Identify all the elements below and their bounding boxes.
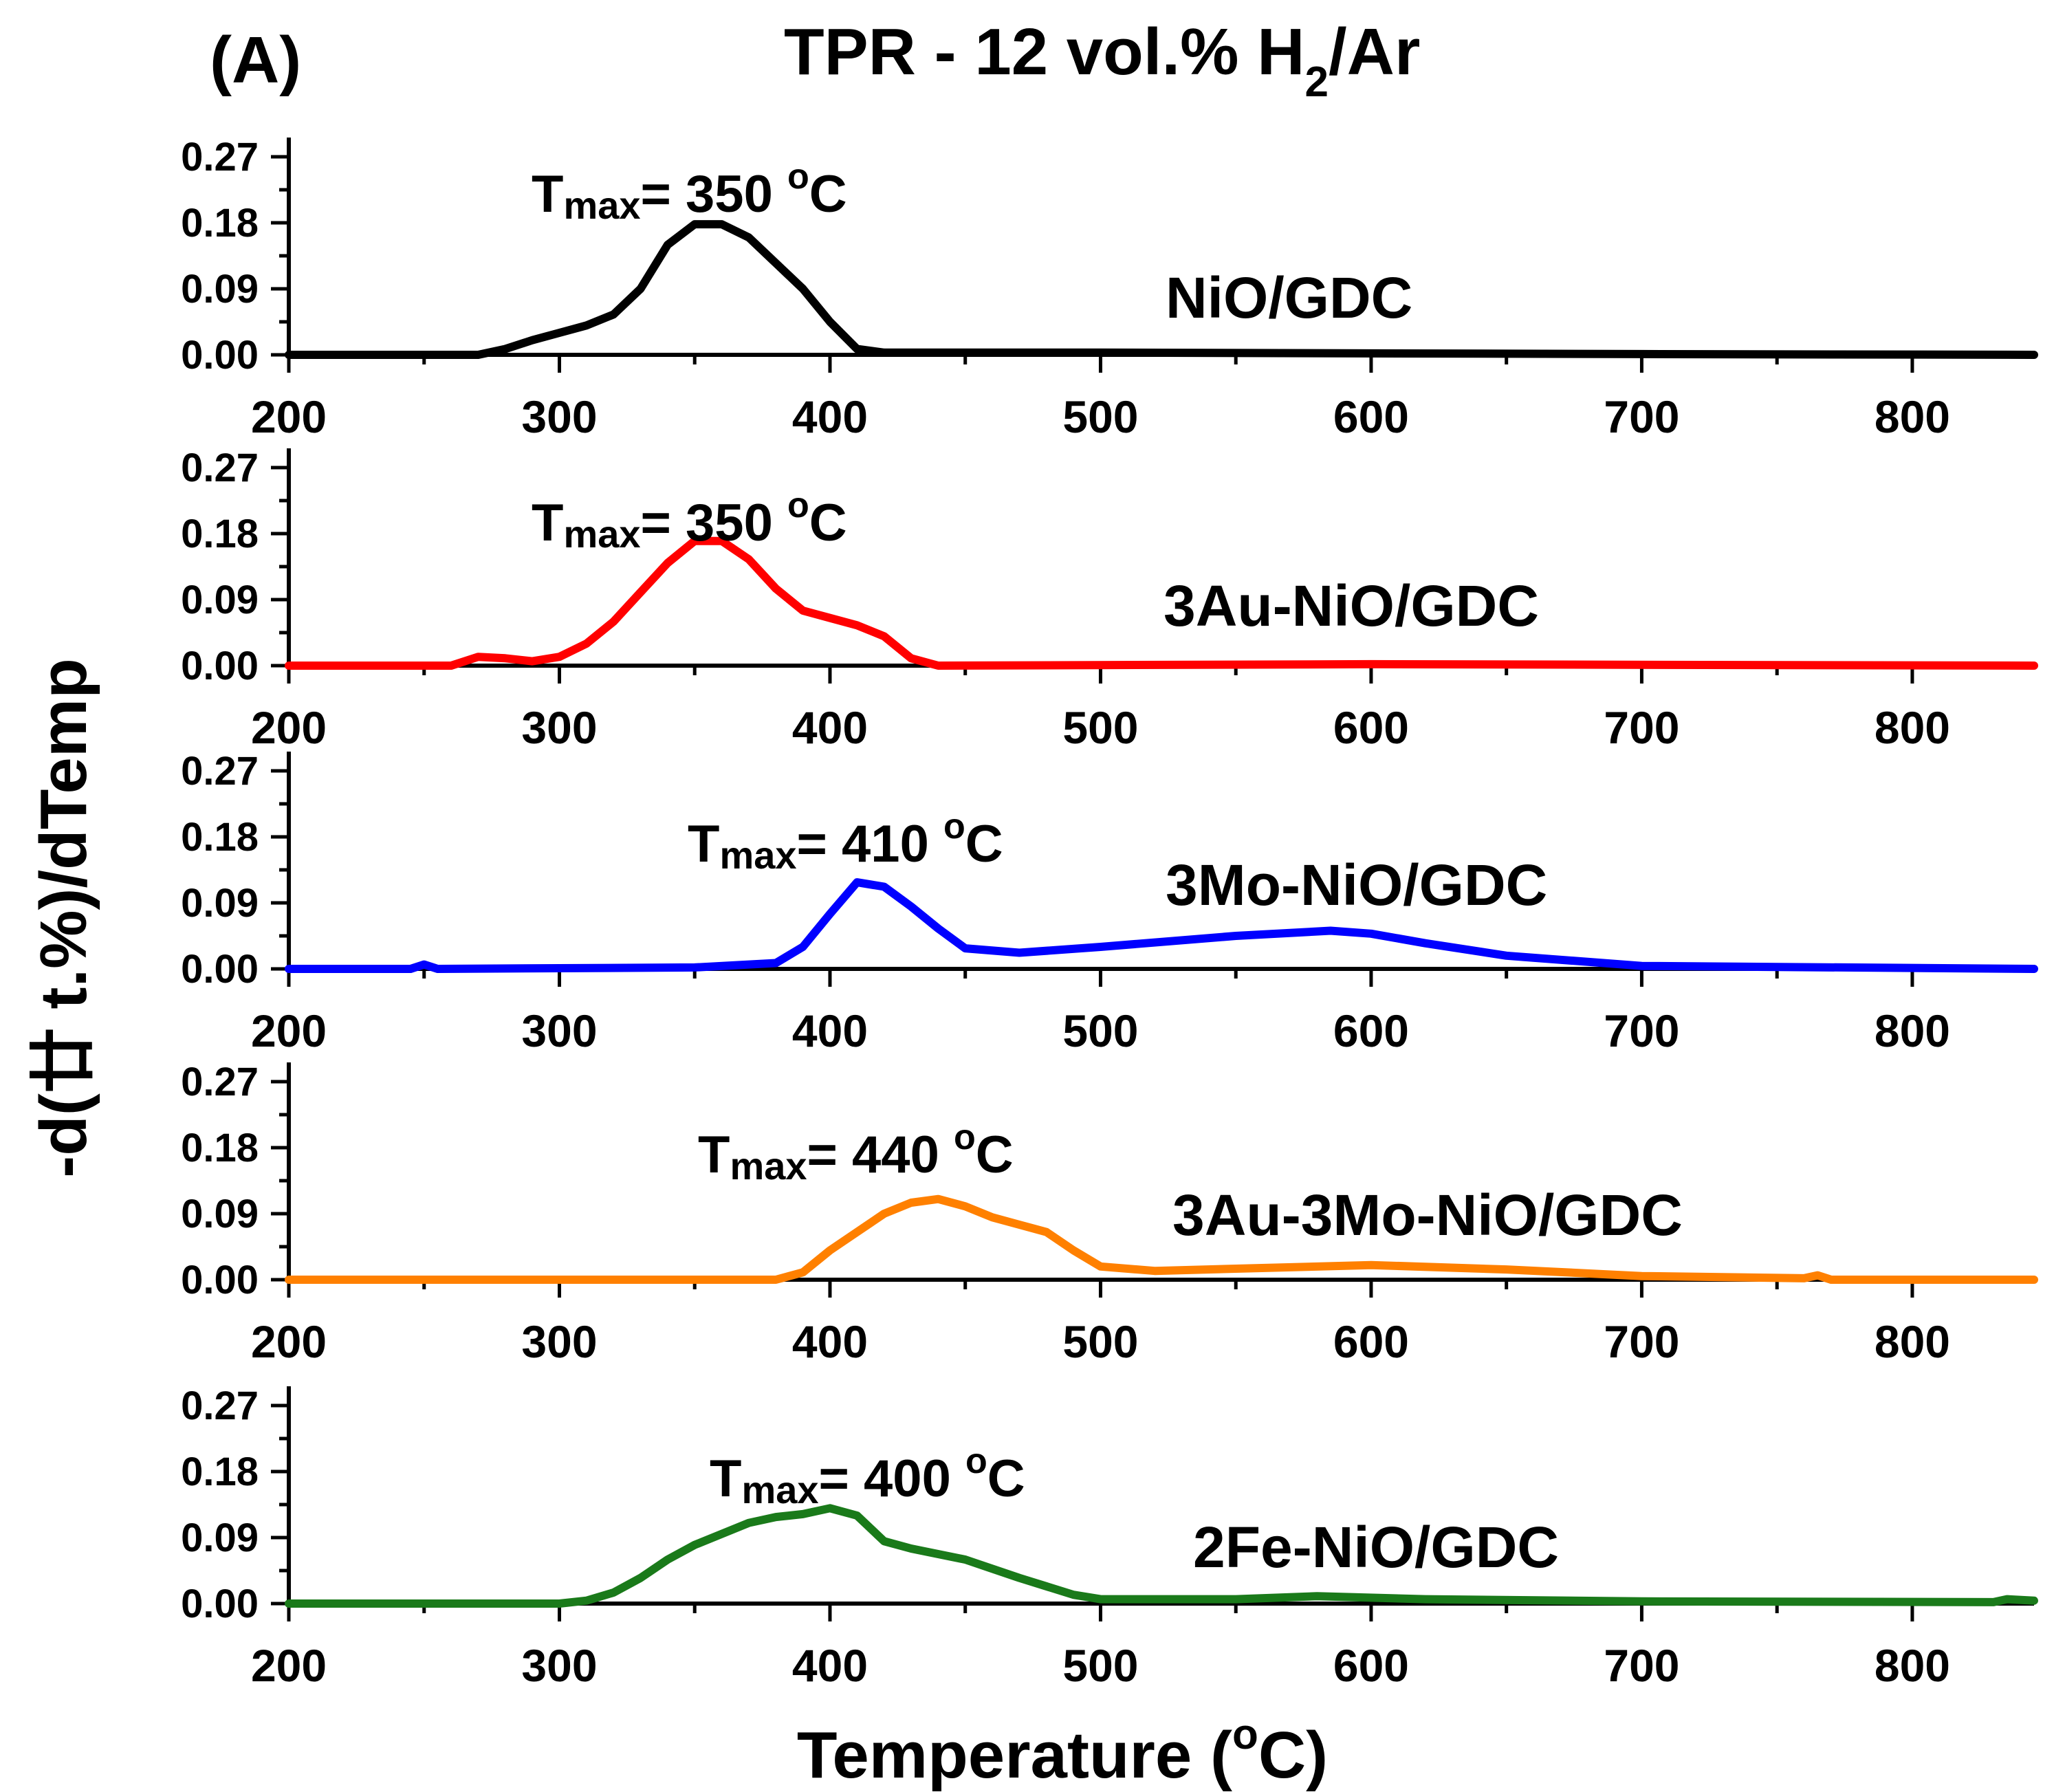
- panel-3: 200 300 400 500 600 700 800 0.00 0.09 0.18 0.27 Tma…: [181, 749, 2038, 1056]
- series-line: [285, 536, 2038, 670]
- x-tick-label: 600: [1333, 1640, 1409, 1691]
- x-tick-label: 500: [1062, 1640, 1138, 1691]
- series-name-label: 3Au-NiO/GDC: [1163, 573, 1539, 638]
- series-line: [285, 1504, 2038, 1608]
- x-tick-label: 300: [521, 391, 597, 442]
- y-tick-label: 0.27: [181, 1384, 259, 1428]
- x-tick-label: 500: [1062, 1316, 1138, 1367]
- y-tick-label: 0.00: [181, 644, 259, 688]
- series-name-label: 3Mo-NiO/GDC: [1166, 853, 1547, 917]
- x-tick-label: 800: [1875, 702, 1950, 753]
- x-tick-label: 800: [1875, 1640, 1950, 1691]
- x-tick-label: 600: [1333, 1005, 1409, 1056]
- x-tick-label: 600: [1333, 1316, 1409, 1367]
- x-tick-label: 400: [792, 1640, 868, 1691]
- y-tick-label: 0.18: [181, 201, 259, 245]
- x-tick-label: 700: [1604, 1005, 1679, 1056]
- series-line: [285, 220, 2038, 359]
- y-tick-label: 0.09: [181, 578, 259, 622]
- x-tick-label: 200: [251, 702, 327, 753]
- tmax-annotation: Tmax= 350 oC: [532, 157, 847, 227]
- panel-label: (A): [210, 23, 301, 97]
- x-tick-label: 200: [251, 1316, 327, 1367]
- y-tick-label: 0.09: [181, 1516, 259, 1560]
- y-tick-label: 0.18: [181, 1450, 259, 1494]
- panel-4: 200 300 400 500 600 700 800 0.00 0.09 0.18 0.27 Tma…: [181, 1060, 2038, 1367]
- tmax-annotation: Tmax= 440 oC: [698, 1117, 1014, 1188]
- panel-5: 200 300 400 500 600 700 800 0.00 0.09 0.18 0.27 Tma…: [181, 1384, 2038, 1691]
- x-tick-label: 400: [792, 391, 868, 442]
- y-tick-label: 0.27: [181, 1060, 259, 1104]
- y-tick-label: 0.27: [181, 135, 259, 179]
- x-tick-label: 200: [251, 1640, 327, 1691]
- series-line: [285, 1194, 2038, 1284]
- x-tick-label: 700: [1604, 1640, 1679, 1691]
- series-name-label: NiO/GDC: [1166, 265, 1412, 330]
- tmax-annotation: Tmax= 400 oC: [710, 1441, 1025, 1511]
- y-tick-label: 0.27: [181, 446, 259, 490]
- chart-title: TPR - 12 vol.% H2/Ar: [784, 15, 1420, 106]
- y-tick-label: 0.09: [181, 1192, 259, 1236]
- panel-2: 200 300 400 500 600 700 800 0.00 0.09 0.18 0.27 Tma…: [181, 446, 2038, 753]
- x-tick-label: 500: [1062, 702, 1138, 753]
- y-tick-label: 0.00: [181, 947, 259, 992]
- x-tick-label: 300: [521, 1640, 597, 1691]
- x-tick-label: 200: [251, 391, 327, 442]
- x-tick-label: 400: [792, 1316, 868, 1367]
- x-tick-label: 200: [251, 1005, 327, 1056]
- series-name-label: 2Fe-NiO/GDC: [1193, 1515, 1559, 1580]
- x-tick-label: 800: [1875, 391, 1950, 442]
- x-tick-label: 500: [1062, 391, 1138, 442]
- y-tick-label: 0.18: [181, 1126, 259, 1170]
- panel-1: 200 300 400 500 600 700 800 0.00 0.09 0.18 0.27 Tma…: [181, 135, 2038, 442]
- x-tick-label: 400: [792, 702, 868, 753]
- y-tick-label: 0.09: [181, 881, 259, 926]
- y-tick-label: 0.27: [181, 749, 259, 794]
- x-axis-title: Temperature (oC): [797, 1711, 1328, 1792]
- y-tick-label: 0.18: [181, 815, 259, 860]
- y-tick-label: 0.00: [181, 1582, 259, 1626]
- x-tick-label: 700: [1604, 702, 1679, 753]
- x-tick-label: 600: [1333, 702, 1409, 753]
- chart-panels: 200 300 400 500 600 700 800 0.00 0.09 0.18 0.27 Tma…: [181, 135, 2038, 1691]
- tmax-annotation: Tmax= 350 oC: [532, 485, 847, 556]
- x-tick-label: 400: [792, 1005, 868, 1056]
- y-tick-label: 0.00: [181, 1258, 259, 1302]
- tmax-annotation: Tmax= 410 oC: [688, 807, 1003, 877]
- x-tick-label: 300: [521, 1005, 597, 1056]
- y-tick-label: 0.18: [181, 512, 259, 556]
- x-tick-label: 300: [521, 702, 597, 753]
- x-tick-label: 700: [1604, 391, 1679, 442]
- x-tick-label: 300: [521, 1316, 597, 1367]
- series-name-label: 3Au-3Mo-NiO/GDC: [1172, 1183, 1683, 1247]
- y-tick-label: 0.09: [181, 267, 259, 312]
- x-tick-label: 700: [1604, 1316, 1679, 1367]
- series-line: [285, 878, 2038, 973]
- x-tick-label: 800: [1875, 1316, 1950, 1367]
- x-tick-label: 800: [1875, 1005, 1950, 1056]
- y-tick-label: 0.00: [181, 333, 259, 378]
- y-axis-title: -d(廿 t.%)/dTemp: [27, 658, 100, 1177]
- x-tick-label: 500: [1062, 1005, 1138, 1056]
- x-tick-label: 600: [1333, 391, 1409, 442]
